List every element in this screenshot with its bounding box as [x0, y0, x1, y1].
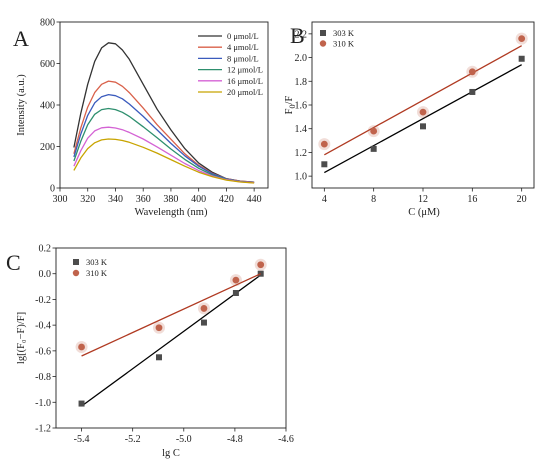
y-tick-label: 1.6	[295, 101, 308, 112]
x-axis-label: lg C	[162, 448, 180, 459]
y-tick-label: 1.4	[295, 124, 308, 135]
legend-marker	[73, 259, 79, 265]
x-tick-label: 16	[467, 194, 477, 205]
data-point-1	[370, 127, 378, 135]
x-tick-label: -5.2	[125, 434, 141, 445]
y-tick-label: 1.2	[295, 148, 308, 159]
y-tick-label: 1.8	[295, 77, 308, 88]
y-tick-label: 1.0	[295, 172, 308, 183]
x-tick-label: 300	[53, 194, 68, 205]
chart-panel-c: -5.4 -5.2 -5.0 -4.8 -4.6 -1.2 -1.0 -0.8 -0.6 -0.4…	[6, 244, 294, 460]
y-tick-label: -0.6	[35, 346, 51, 357]
x-tick-label: 420	[219, 194, 234, 205]
data-point-1	[419, 108, 427, 116]
x-tick-label: 400	[191, 194, 206, 205]
legend-marker	[320, 30, 326, 36]
data-point-1	[257, 261, 265, 269]
data-point-0	[469, 88, 476, 95]
x-tick-label: 8	[371, 194, 376, 205]
data-point-0	[78, 400, 85, 407]
x-tick-label: -4.6	[278, 434, 294, 445]
y-tick-label: 400	[40, 101, 55, 112]
x-tick-label: 340	[108, 194, 123, 205]
y-axis-label: lg[(F₀−F)/F]	[16, 312, 27, 364]
x-tick-label: 360	[136, 194, 151, 205]
y-tick-label: -1.0	[35, 398, 51, 409]
data-point-1	[200, 305, 208, 312]
data-point-1	[518, 35, 526, 42]
legend-entry: 4 μmol/L	[227, 42, 259, 52]
fit-line-0	[324, 64, 522, 174]
y-tick-label: 600	[40, 59, 55, 70]
y-axis-label-main: F	[284, 108, 295, 114]
x-tick-label: 380	[163, 194, 178, 205]
x-tick-label: 440	[247, 194, 262, 205]
y-tick-label: -0.4	[35, 321, 51, 332]
data-point-1	[155, 324, 163, 332]
data-point-1	[232, 276, 240, 284]
data-point-1	[78, 343, 85, 351]
x-tick-label: -5.0	[176, 434, 192, 445]
series-line-4	[73, 126, 255, 184]
y-tick-label: -0.2	[35, 295, 51, 306]
data-point-0	[420, 123, 426, 130]
fit-line-1	[324, 45, 522, 156]
fit-line-0	[81, 274, 262, 407]
y-tick-label: -1.2	[35, 424, 51, 435]
legend-entry: 8 μmol/L	[227, 53, 259, 63]
panel-label: B	[290, 23, 305, 48]
x-tick-label: -4.8	[227, 434, 243, 445]
legend-entry: 310 K	[86, 268, 108, 278]
y-tick-label: 0.0	[39, 269, 52, 280]
x-tick-label: 320	[80, 194, 95, 205]
y-tick-label: 800	[40, 18, 55, 29]
legend-entry: 12 μmol/L	[227, 65, 263, 75]
legend-marker	[72, 269, 80, 277]
legend-entry: 0 μmol/L	[227, 31, 259, 41]
y-axis-label: F0/F	[284, 96, 297, 115]
y-tick-label: 2.0	[295, 53, 308, 64]
x-tick-label: 12	[418, 194, 428, 205]
y-tick-label: 2.2	[295, 29, 308, 40]
panel-label: C	[6, 250, 21, 275]
data-point-0	[232, 290, 239, 296]
data-point-0	[321, 161, 328, 168]
y-axis-label-subscript: 0	[288, 104, 297, 108]
legend-entry: 16 μmol/L	[227, 76, 263, 86]
series-line-3	[73, 107, 255, 184]
series-line-2	[73, 93, 255, 184]
legend-entry: 20 μmol/L	[227, 87, 263, 97]
plot-frame	[55, 247, 287, 429]
series-line-0	[73, 42, 255, 183]
x-tick-label: 4	[322, 194, 327, 205]
series-line-5	[73, 138, 255, 184]
fit-line-1	[81, 273, 261, 357]
legend-entry: 310 K	[333, 39, 355, 49]
data-point-0	[200, 319, 207, 326]
x-axis-label: C (μM)	[408, 207, 440, 218]
y-axis-label: Intensity (a.u.)	[16, 74, 27, 136]
data-point-0	[155, 354, 162, 361]
x-axis-label: Wavelength (nm)	[135, 207, 208, 218]
x-tick-label: -5.4	[74, 434, 90, 445]
y-tick-label: -0.8	[35, 372, 51, 383]
y-tick-label: 200	[40, 142, 55, 153]
data-point-1	[320, 140, 328, 148]
chart-panel-b: 4 8 12 16 20 1.0 1.2 1.4 1.6 1.8 2.0 2.2 C (μM) F0/F B…	[284, 21, 535, 218]
data-point-1	[468, 68, 476, 76]
chart-panel-a: 300 320 340 360 380 400 420 440 0 200 400 600 800 Wav…	[13, 18, 269, 218]
legend-entry: 303 K	[333, 28, 355, 38]
data-point-0	[370, 145, 377, 152]
x-tick-label: 20	[517, 194, 527, 205]
panel-label: A	[13, 26, 29, 51]
data-point-0	[518, 55, 525, 62]
y-tick-label: 0.2	[39, 244, 52, 255]
y-tick-label: 0	[50, 184, 55, 195]
y-axis-label-tail: /F	[284, 96, 295, 105]
legend-entry: 303 K	[86, 257, 108, 267]
legend-marker	[319, 40, 327, 47]
